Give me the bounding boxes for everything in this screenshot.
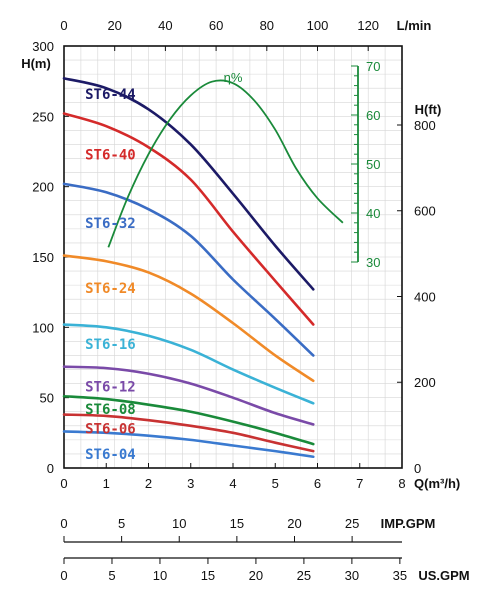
x-tick-label: 4 [229, 476, 236, 491]
series-label-st6-40: ST6-40 [85, 147, 136, 163]
efficiency-curve [107, 79, 344, 248]
top-tick-label: 100 [307, 18, 329, 33]
us-gpm-label: US.GPM [418, 568, 469, 583]
series-label-st6-04: ST6-04 [85, 447, 136, 463]
imp-gpm-label: IMP.GPM [381, 516, 436, 531]
us-gpm-tick-label: 25 [297, 568, 311, 583]
imp-gpm-tick-label: 0 [60, 516, 67, 531]
imp-gpm-tick-label: 5 [118, 516, 125, 531]
imp-gpm-tick-label: 25 [345, 516, 359, 531]
top-tick-label: 40 [158, 18, 172, 33]
gpm-scales: 0 5 10 15 20 25 IMP.GPM 0 5 10 15 20 25 30 35 US.GPM [60, 516, 469, 583]
y-tick-label: 150 [32, 250, 54, 265]
y-tick-label: 100 [32, 320, 54, 335]
y-tick-label: 0 [47, 461, 54, 476]
top-tick-label: 0 [60, 18, 67, 33]
x-tick-label: 6 [314, 476, 321, 491]
series-label-st6-06: ST6-06 [85, 422, 136, 438]
us-gpm-tick-label: 20 [249, 568, 263, 583]
efficiency-tick-label: 40 [366, 206, 380, 221]
us-gpm-tick-label: 0 [60, 568, 67, 583]
x-tick-label: 3 [187, 476, 194, 491]
imp-gpm-tick-label: 10 [172, 516, 186, 531]
curve-st6-12 [62, 365, 315, 426]
right-tick-label: 800 [414, 118, 436, 133]
x-tick-label: 7 [356, 476, 363, 491]
x-tick-label: 1 [103, 476, 110, 491]
top-axis-label: L/min [397, 18, 432, 33]
efficiency-tick-label: 60 [366, 108, 380, 123]
x-axis-label: Q(m³/h) [414, 476, 460, 491]
curve-st6-08 [62, 394, 315, 446]
us-gpm-tick-label: 15 [201, 568, 215, 583]
us-gpm-tick-label: 35 [393, 568, 407, 583]
series-label-st6-12: ST6-12 [85, 379, 136, 395]
curves [62, 77, 344, 459]
right-tick-label: 400 [414, 289, 436, 304]
efficiency-tick-label: 30 [366, 255, 380, 270]
imp-gpm-tick-label: 20 [287, 516, 301, 531]
series-label-st6-32: ST6-32 [85, 216, 136, 232]
series-label-st6-16: ST6-16 [85, 337, 136, 353]
series-label-st6-08: ST6-08 [85, 402, 136, 418]
top-tick-label: 120 [357, 18, 379, 33]
right-tick-label: 200 [414, 375, 436, 390]
y-tick-label: 50 [40, 391, 54, 406]
right-tick-label: 600 [414, 204, 436, 219]
x-tick-label: 0 [60, 476, 67, 491]
top-tick-label: 20 [107, 18, 121, 33]
imp-gpm-tick-label: 15 [230, 516, 244, 531]
x-tick-label: 5 [272, 476, 279, 491]
curve-st6-40 [62, 112, 315, 326]
efficiency-tick-label: 50 [366, 157, 380, 172]
y-tick-label: 200 [32, 180, 54, 195]
curve-st6-32 [62, 182, 315, 357]
curve-st6-04 [62, 430, 315, 459]
series-labels: ST6-44 ST6-40 ST6-32 ST6-24 ST6-16 ST6-12 ST6-… [85, 87, 136, 463]
curve-st6-24 [62, 254, 315, 383]
curve-st6-44 [62, 77, 315, 291]
efficiency-tick-label: 70 [366, 59, 380, 74]
right-tick-label: 0 [414, 461, 421, 476]
top-tick-label: 60 [209, 18, 223, 33]
x-tick-label: 2 [145, 476, 152, 491]
x-tick-label: 8 [398, 476, 405, 491]
y-axis-label: H(m) [21, 56, 51, 71]
curve-st6-16 [62, 323, 315, 405]
right-axis-label: H(ft) [415, 102, 442, 117]
y-tick-label: 250 [32, 109, 54, 124]
us-gpm-tick-label: 30 [345, 568, 359, 583]
us-gpm-tick-label: 10 [153, 568, 167, 583]
series-label-st6-24: ST6-24 [85, 281, 136, 297]
series-label-st6-44: ST6-44 [85, 87, 136, 103]
y-tick-label: 300 [32, 39, 54, 54]
top-tick-label: 80 [260, 18, 274, 33]
us-gpm-tick-label: 5 [108, 568, 115, 583]
curve-st6-06 [62, 413, 315, 453]
